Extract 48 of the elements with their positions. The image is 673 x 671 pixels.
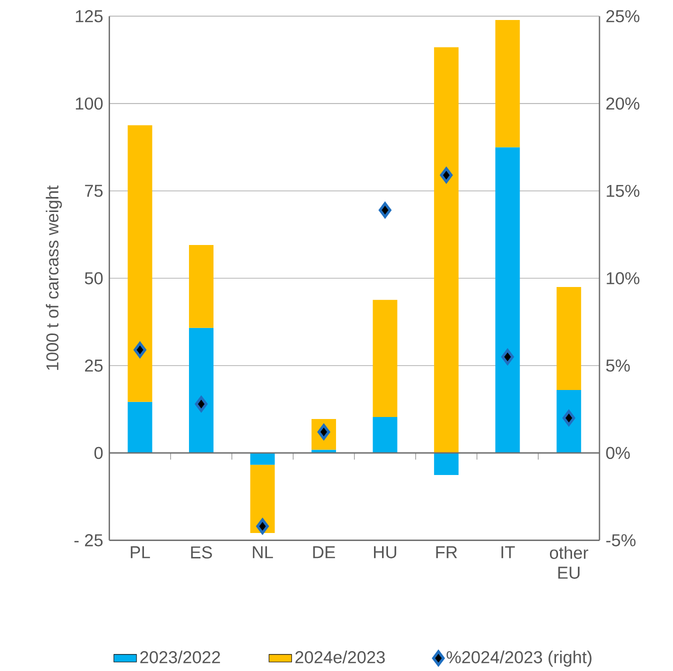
y-tick-label: 50 xyxy=(84,272,103,284)
bar xyxy=(250,452,275,465)
y-tick-label: 75 xyxy=(85,184,103,197)
x-tick-label: DE xyxy=(313,546,335,558)
x-tick-label: FR xyxy=(436,546,457,558)
legend-label: 2023/2022 xyxy=(140,650,220,664)
point xyxy=(562,410,576,426)
point xyxy=(317,424,330,440)
y-axis-title: 1000 t of carcass weight xyxy=(46,186,62,370)
y2-tick-label: 0% xyxy=(606,446,630,460)
legend-label: %2024/2023 (right) xyxy=(446,650,592,667)
bar xyxy=(250,464,275,533)
x-tick-label: ES xyxy=(191,546,212,558)
point xyxy=(378,202,392,218)
bar xyxy=(188,328,214,453)
y-tick-label: 100 xyxy=(76,97,103,110)
y2-tick-label: 5% xyxy=(606,360,630,372)
x-tick-label: PL xyxy=(130,546,150,558)
x-tick-label: HU xyxy=(374,546,396,558)
point xyxy=(501,348,514,365)
y2-tick-label: 10% xyxy=(606,272,640,284)
x-tick-label: other EU xyxy=(550,546,588,579)
y-tick-label: 0 xyxy=(94,446,103,460)
y2-tick-label: 15% xyxy=(606,184,640,197)
bar xyxy=(188,245,214,328)
bar xyxy=(556,390,582,453)
point xyxy=(134,342,146,358)
bar xyxy=(128,402,152,453)
point xyxy=(440,167,453,184)
bar xyxy=(372,300,398,417)
y-tick-label: 25 xyxy=(85,359,103,372)
bar xyxy=(556,286,582,390)
legend-label: 2024e/2023 xyxy=(295,650,385,664)
point xyxy=(256,518,269,534)
bar xyxy=(434,452,459,475)
point xyxy=(194,396,208,412)
y2-tick-label: 25% xyxy=(606,10,640,22)
bar xyxy=(495,20,520,148)
bar xyxy=(434,47,459,453)
x-tick-label: IT xyxy=(502,546,515,558)
y-tick-label: 125 xyxy=(76,10,103,22)
y2-tick-label: 20% xyxy=(606,97,640,110)
y-tick-label: - 25 xyxy=(74,534,103,546)
y2-tick-label: -5% xyxy=(606,534,636,546)
bar xyxy=(372,416,398,453)
bar xyxy=(128,125,152,402)
x-tick-label: NL xyxy=(252,546,273,558)
bar xyxy=(495,147,520,453)
